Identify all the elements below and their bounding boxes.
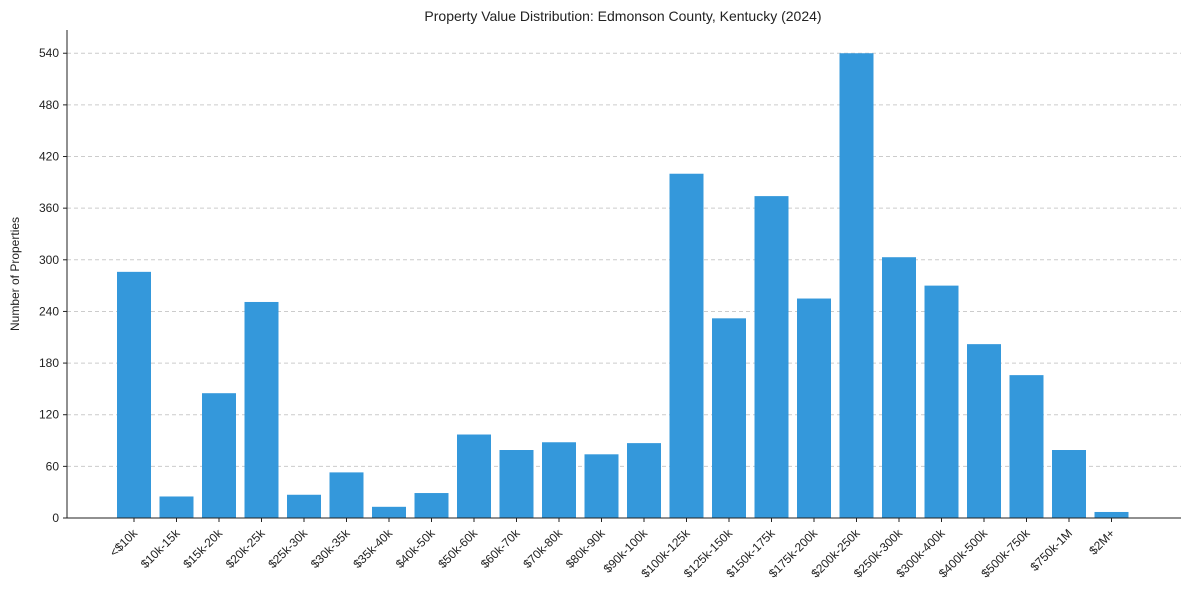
x-tick-label: $60k-70k — [478, 526, 524, 572]
bar — [542, 442, 576, 518]
bar — [329, 472, 364, 518]
y-tick-label: 300 — [39, 253, 59, 267]
y-tick-label: 60 — [46, 459, 60, 473]
bar — [287, 494, 321, 518]
bar — [1009, 375, 1044, 518]
bar — [712, 318, 746, 518]
x-tick-label: <$10k — [107, 526, 141, 560]
bar — [202, 393, 236, 518]
bar — [372, 506, 406, 518]
bar — [584, 454, 619, 518]
y-tick-label: 480 — [39, 98, 59, 112]
bar — [669, 173, 704, 518]
bars — [117, 53, 1129, 518]
y-tick-label: 240 — [39, 304, 59, 318]
y-tick-label: 120 — [39, 408, 59, 422]
bar — [839, 53, 874, 518]
x-tick-label: $70k-80k — [520, 526, 566, 572]
bar — [414, 493, 449, 518]
x-tick-label: $750k-1M — [1027, 526, 1075, 574]
x-tick-label: $20k-25k — [223, 526, 269, 572]
bar — [1052, 450, 1086, 518]
x-tick-label: $35k-40k — [350, 526, 396, 572]
x-tick-label: $40k-50k — [393, 526, 439, 572]
y-tick-label: 360 — [39, 201, 59, 215]
x-tick-label: $25k-30k — [265, 526, 311, 572]
bar — [457, 434, 491, 518]
x-ticks: <$10k$10k-15k$15k-20k$20k-25k$25k-30k$30… — [107, 518, 1118, 580]
x-tick-label: $30k-35k — [308, 526, 354, 572]
y-tick-label: 180 — [39, 356, 59, 370]
axes — [66, 30, 1181, 519]
chart-title: Property Value Distribution: Edmonson Co… — [424, 8, 821, 24]
bar — [499, 450, 534, 518]
bar — [754, 196, 789, 518]
bar — [797, 298, 831, 518]
bar — [882, 257, 916, 518]
y-axis-label: Number of Properties — [8, 217, 22, 331]
x-tick-label: $15k-20k — [180, 526, 226, 572]
y-tick-label: 420 — [39, 150, 59, 164]
x-tick-label: $2M+ — [1086, 526, 1117, 557]
bar — [1094, 511, 1129, 518]
x-tick-label: $10k-15k — [138, 526, 184, 572]
y-tick-label: 0 — [52, 511, 59, 525]
x-tick-label: $50k-60k — [435, 526, 481, 572]
bar — [627, 443, 661, 518]
bar — [924, 285, 959, 518]
bar — [117, 271, 151, 518]
bar — [244, 301, 279, 518]
y-tick-label: 540 — [39, 46, 59, 60]
y-ticks: 0 60 120 180 240 300 360 420 480 540 — [39, 46, 67, 525]
bar — [159, 496, 194, 518]
bar — [967, 344, 1001, 518]
